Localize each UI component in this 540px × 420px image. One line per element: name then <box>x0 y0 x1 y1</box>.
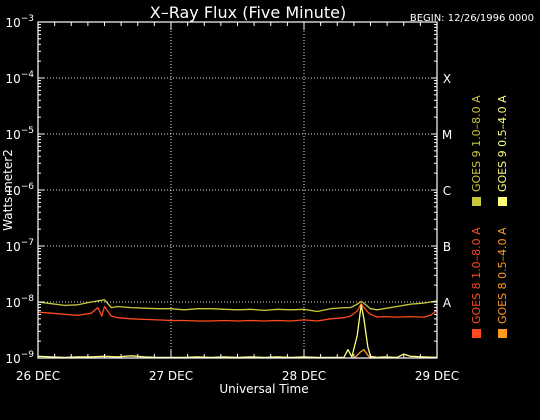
flare-class-label: M <box>442 128 452 142</box>
legend-label: GOES 8 0.5–4.0 A <box>496 227 509 324</box>
legend-label: GOES 9 1.0–8.0 A <box>470 95 483 192</box>
legend-label: GOES 8 1.0–8.0 A <box>470 227 483 324</box>
legend-swatch <box>498 197 507 206</box>
x-tick-label: 29 DEC <box>415 369 459 383</box>
y-tick-label: 10−5 <box>5 126 34 142</box>
legend: GOES 8 1.0–8.0 A GOES 9 1.0–8.0 A GOES 8 0… <box>470 95 509 338</box>
series-line <box>37 299 438 313</box>
flare-class-label: A <box>443 296 452 310</box>
legend-swatch <box>498 329 507 338</box>
x-tick-label: 26 DEC <box>16 369 60 383</box>
x-tick-label: 28 DEC <box>282 369 326 383</box>
y-tick-label: 10−9 <box>5 350 34 366</box>
flare-class-label: X <box>443 72 451 86</box>
x-axis-label: Universal Time <box>219 382 308 396</box>
grid <box>38 22 437 358</box>
begin-date-label: BEGIN: 12/26/1996 0000 <box>410 13 534 24</box>
legend-swatch <box>472 197 481 206</box>
y-tick-label: 10−7 <box>5 238 34 254</box>
y-axis-label: Watts meter2 <box>1 149 15 231</box>
chart-title: X–Ray Flux (Five Minute) <box>150 3 346 22</box>
legend-label: GOES 9 0.5–4.0 A <box>496 95 509 192</box>
y-tick-label: 10−3 <box>5 14 34 30</box>
series-line <box>37 304 438 359</box>
y-tick-label: 10−4 <box>5 70 34 86</box>
flare-class-label: B <box>443 240 451 254</box>
flare-class-label: C <box>443 184 451 198</box>
series-lines <box>37 299 438 359</box>
series-line <box>37 303 438 322</box>
legend-swatch <box>472 329 481 338</box>
axis-ticks: 10−9 10−8 10−7 10−6 10−5 10−4 10−3 26 DEC 27 DEC… <box>5 14 459 383</box>
y-tick-label: 10−6 <box>5 182 34 198</box>
y-tick-label: 10−8 <box>5 294 34 310</box>
x-tick-label: 27 DEC <box>149 369 193 383</box>
